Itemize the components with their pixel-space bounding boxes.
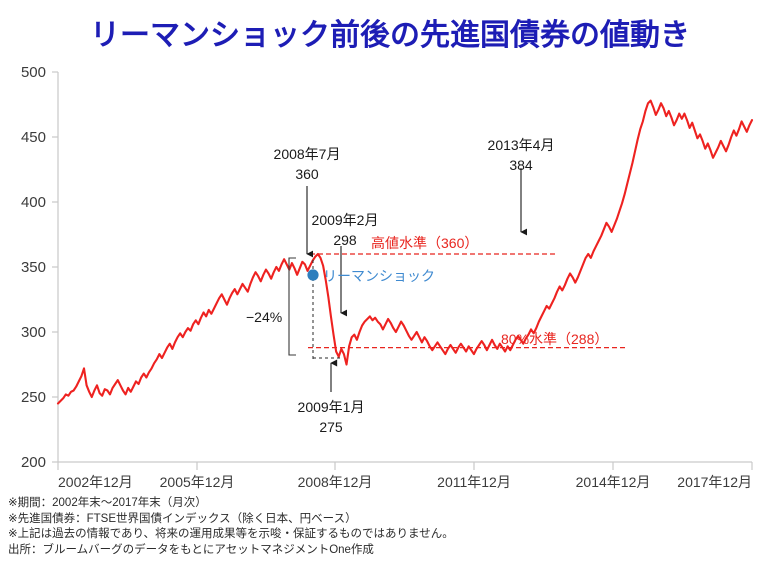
footnote-source: 出所：ブルームバーグのデータをもとにアセットマネジメントOne作成 <box>8 543 374 556</box>
drawdown-bracket <box>288 257 296 356</box>
y-tick-label-300: 300 <box>21 324 46 341</box>
page-title: リーマンショック前後の先進国債券の値動き <box>90 19 690 52</box>
footnotes: ※期間：2002年末〜2017年末（月次） ※先進国債券：FTSE世界国債インデ… <box>8 496 772 558</box>
footnote-period: ※期間：2002年末〜2017年末（月次） <box>8 497 207 509</box>
chart-svg: 500 450 400 350 300 250 200 2002年12月 200… <box>21 64 754 490</box>
annotation-feb2009-value: 298 <box>333 232 357 248</box>
footnote-disclaimer: ※上記は過去の情報であり、将来の運用成果等を示唆・保証するものではありません。 <box>8 528 454 541</box>
annotation-apr2013-value: 384 <box>509 157 533 173</box>
x-tick-label-2: 2008年12月 <box>298 474 373 490</box>
peak-trough-guides <box>312 260 343 360</box>
x-axis-tick-labels: 2002年12月 2005年12月 2008年12月 2011年12月 2014… <box>58 474 752 490</box>
lehman-marker-dot <box>307 269 319 281</box>
annotation-arrows <box>306 168 528 392</box>
reference-lines <box>308 253 626 349</box>
annotation-apr2013-date: 2013年4月 <box>488 137 555 153</box>
annotation-peak-date: 2008年7月 <box>274 146 341 162</box>
y-tick-label-200: 200 <box>21 454 46 471</box>
x-tick-label-1: 2005年12月 <box>160 474 235 490</box>
annotation-feb2009-date: 2009年2月 <box>312 212 379 228</box>
price-line <box>56 99 754 405</box>
y-tick-label-250: 250 <box>21 389 46 406</box>
y-tick-label-450: 450 <box>21 129 46 146</box>
bracket-shape <box>288 257 296 356</box>
y-axis-tick-labels: 500 450 400 350 300 250 200 <box>21 64 46 471</box>
annotation-lehman-label: リーマンショック <box>323 268 435 284</box>
annotation-jan2009-date: 2009年1月 <box>298 399 365 415</box>
chart-axes <box>52 71 753 470</box>
annotation-jan2009-value: 275 <box>319 419 343 435</box>
annotation-drawdown: −24% <box>246 309 282 325</box>
annotation-texts: 2008年7月 360 2009年2月 298 2009年1月 275 2013… <box>246 137 608 435</box>
y-tick-label-350: 350 <box>21 259 46 276</box>
x-tick-label-3: 2011年12月 <box>437 474 511 490</box>
annotation-eighty-level: 80%水準（288） <box>501 331 608 347</box>
x-tick-label-5: 2017年12月 <box>677 474 752 490</box>
annotation-high-level: 高値水準（360） <box>371 235 478 251</box>
x-tick-label-4: 2014年12月 <box>576 474 651 490</box>
x-tick-label-0: 2002年12月 <box>58 474 133 490</box>
y-tick-label-500: 500 <box>21 64 46 81</box>
chart-plot-area: 500 450 400 350 300 250 200 2002年12月 200… <box>21 64 754 490</box>
annotation-peak-value: 360 <box>295 166 319 182</box>
footnote-index: ※先進国債券：FTSE世界国債インデックス（除く日本、円ベース） <box>8 512 357 525</box>
y-tick-label-400: 400 <box>21 194 46 211</box>
